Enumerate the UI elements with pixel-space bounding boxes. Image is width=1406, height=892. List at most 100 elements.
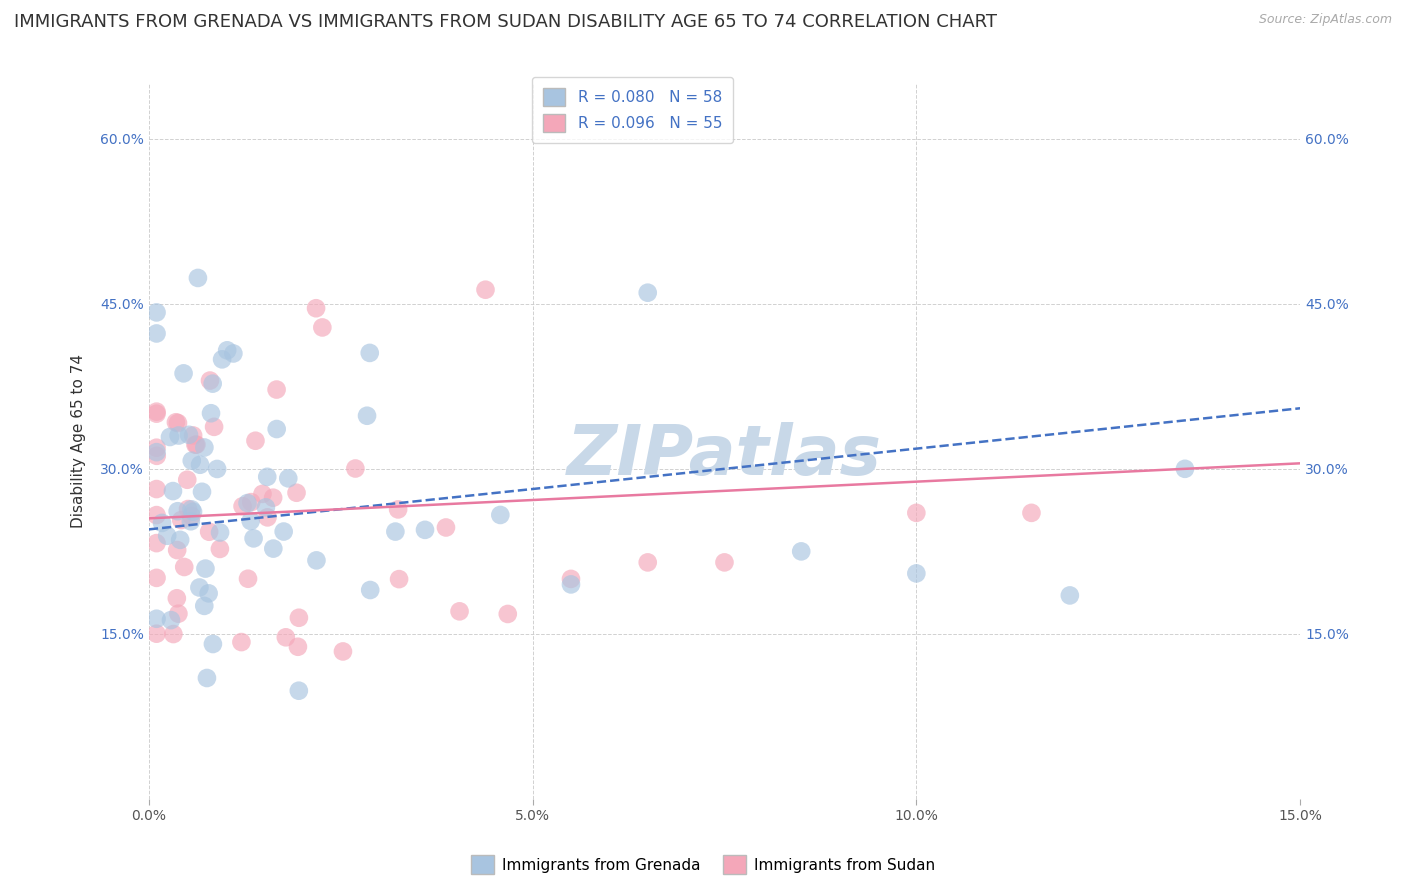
Point bbox=[202, 420, 225, 434]
Text: ZIPatlas: ZIPatlas bbox=[567, 422, 882, 489]
Point bbox=[252, 487, 274, 501]
Point bbox=[200, 406, 222, 420]
Point bbox=[201, 376, 224, 391]
Point bbox=[145, 612, 167, 626]
Point bbox=[209, 525, 232, 540]
Legend: R = 0.080   N = 58, R = 0.096   N = 55: R = 0.080 N = 58, R = 0.096 N = 55 bbox=[531, 77, 733, 144]
Point bbox=[245, 434, 267, 448]
Text: IMMIGRANTS FROM GRENADA VS IMMIGRANTS FROM SUDAN DISABILITY AGE 65 TO 74 CORRELA: IMMIGRANTS FROM GRENADA VS IMMIGRANTS FR… bbox=[14, 13, 997, 31]
Point bbox=[384, 524, 406, 539]
Point bbox=[166, 591, 188, 606]
Point bbox=[181, 428, 204, 442]
Legend: Immigrants from Grenada, Immigrants from Sudan: Immigrants from Grenada, Immigrants from… bbox=[465, 849, 941, 880]
Point bbox=[208, 541, 231, 556]
Point bbox=[905, 566, 928, 581]
Point bbox=[176, 473, 198, 487]
Point bbox=[305, 301, 328, 316]
Point bbox=[449, 604, 471, 618]
Point bbox=[474, 283, 496, 297]
Point bbox=[266, 383, 288, 397]
Point bbox=[905, 506, 928, 520]
Point bbox=[165, 415, 187, 429]
Point bbox=[1059, 589, 1081, 603]
Point bbox=[167, 428, 190, 442]
Point bbox=[489, 508, 512, 522]
Point bbox=[162, 627, 184, 641]
Point bbox=[256, 510, 278, 524]
Point bbox=[145, 449, 167, 463]
Point bbox=[177, 427, 200, 442]
Point bbox=[180, 514, 202, 528]
Point bbox=[195, 671, 218, 685]
Point bbox=[231, 635, 253, 649]
Point bbox=[145, 441, 167, 455]
Y-axis label: Disability Age 65 to 74: Disability Age 65 to 74 bbox=[72, 354, 86, 528]
Point bbox=[359, 582, 381, 597]
Point bbox=[242, 532, 264, 546]
Point bbox=[180, 508, 202, 523]
Point bbox=[388, 572, 411, 586]
Point bbox=[145, 445, 167, 459]
Point bbox=[177, 502, 200, 516]
Point bbox=[236, 572, 259, 586]
Point bbox=[150, 516, 173, 530]
Point bbox=[198, 524, 221, 539]
Point bbox=[434, 520, 457, 534]
Point bbox=[173, 560, 195, 574]
Point bbox=[180, 453, 202, 467]
Point bbox=[194, 561, 217, 575]
Point bbox=[193, 441, 215, 455]
Point bbox=[198, 374, 221, 388]
Point bbox=[1021, 506, 1043, 520]
Point bbox=[637, 285, 659, 300]
Text: Source: ZipAtlas.com: Source: ZipAtlas.com bbox=[1258, 13, 1392, 27]
Point bbox=[560, 577, 582, 591]
Point bbox=[180, 502, 202, 516]
Point bbox=[305, 553, 328, 567]
Point bbox=[277, 471, 299, 485]
Point bbox=[191, 484, 214, 499]
Point bbox=[1174, 462, 1197, 476]
Point bbox=[145, 508, 167, 522]
Point bbox=[288, 611, 311, 625]
Point bbox=[211, 352, 233, 367]
Point bbox=[359, 346, 381, 360]
Point bbox=[236, 496, 259, 510]
Point bbox=[288, 683, 311, 698]
Point bbox=[166, 543, 188, 558]
Point bbox=[332, 644, 354, 658]
Point bbox=[145, 407, 167, 421]
Point bbox=[239, 514, 262, 528]
Point bbox=[170, 513, 193, 527]
Point bbox=[145, 482, 167, 496]
Point bbox=[560, 572, 582, 586]
Point bbox=[274, 630, 297, 644]
Point bbox=[160, 613, 183, 627]
Point bbox=[240, 495, 263, 509]
Point bbox=[166, 504, 188, 518]
Point bbox=[173, 367, 195, 381]
Point bbox=[356, 409, 378, 423]
Point bbox=[197, 586, 219, 600]
Point bbox=[790, 544, 813, 558]
Point bbox=[145, 326, 167, 341]
Point bbox=[266, 422, 288, 436]
Point bbox=[167, 607, 190, 621]
Point bbox=[413, 523, 436, 537]
Point bbox=[145, 571, 167, 585]
Point bbox=[344, 461, 367, 475]
Point bbox=[162, 484, 184, 499]
Point bbox=[285, 485, 308, 500]
Point bbox=[311, 320, 333, 334]
Point bbox=[186, 437, 208, 451]
Point bbox=[181, 505, 204, 519]
Point bbox=[205, 462, 228, 476]
Point bbox=[145, 305, 167, 319]
Point bbox=[188, 581, 211, 595]
Point bbox=[254, 500, 277, 515]
Point bbox=[167, 416, 190, 430]
Point bbox=[188, 458, 211, 472]
Point bbox=[262, 541, 284, 556]
Point bbox=[287, 640, 309, 654]
Point bbox=[184, 438, 207, 452]
